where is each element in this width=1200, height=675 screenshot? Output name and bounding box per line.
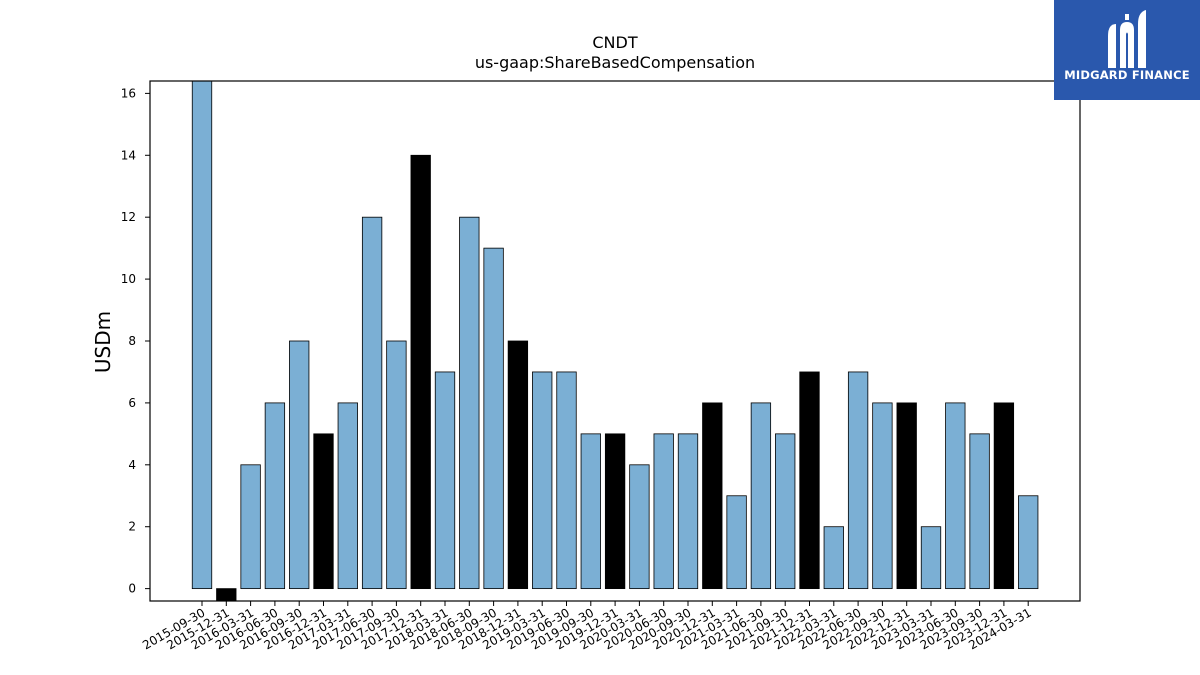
bar-2020-03-31 (629, 464, 650, 590)
y-tick-label: 8 (128, 334, 136, 348)
bar-2022-06-30 (847, 371, 869, 590)
bar-2019-06-30 (556, 371, 577, 590)
bar-2016-12-31 (313, 433, 334, 590)
y-tick-label: 10 (121, 272, 136, 286)
bars-group (191, 81, 1039, 601)
bar-2017-12-31 (410, 154, 431, 590)
y-axis-ticks: 0 2 4 6 8 10 12 14 16 (121, 86, 150, 596)
bar-2023-03-31 (920, 526, 942, 590)
bar-2020-12-31 (702, 402, 723, 590)
bar-2018-06-30 (459, 216, 480, 590)
bar-2023-09-30 (969, 433, 990, 590)
bar-2021-03-31 (726, 495, 747, 590)
brand-name: MIDGARD FINANCE (1064, 68, 1190, 82)
bar-2016-06-30 (264, 402, 286, 590)
y-tick-label: 4 (128, 458, 136, 472)
bar-2019-03-31 (532, 371, 553, 590)
chart-title: CNDT (592, 33, 637, 52)
bar-2017-09-30 (386, 340, 407, 590)
brand-logo: MIDGARD FINANCE (1054, 0, 1200, 100)
y-tick-label: 12 (121, 210, 136, 224)
plot-frame (149, 80, 1081, 602)
chart-subtitle: us-gaap:ShareBasedCompensation (475, 53, 755, 72)
bar-2021-12-31 (799, 371, 820, 590)
y-tick-label: 2 (128, 520, 136, 534)
y-axis-label: USDm (91, 311, 115, 373)
bar-2018-09-30 (483, 247, 504, 590)
bar-2017-03-31 (337, 402, 358, 590)
bar-2020-06-30 (653, 433, 674, 590)
bar-2020-09-30 (677, 433, 699, 590)
bar-2022-12-31 (896, 402, 917, 590)
bar-2016-09-30 (289, 340, 310, 590)
bar-2021-09-30 (775, 433, 796, 590)
bar-2024-03-31 (1018, 495, 1039, 590)
bar-2023-06-30 (945, 402, 966, 590)
bar-2019-12-31 (604, 433, 626, 590)
x-axis-ticks: 2015-09-302015-12-312016-03-312016-06-30… (140, 601, 1034, 652)
bar-2023-12-31 (993, 402, 1015, 590)
bar-2019-09-30 (580, 433, 601, 590)
bar-2022-09-30 (872, 402, 893, 590)
bar-2015-09-30 (191, 81, 213, 590)
bar-2015-12-31 (216, 588, 237, 601)
bar-2022-03-31 (823, 526, 844, 590)
bar-2016-03-31 (240, 464, 261, 590)
y-tick-label: 14 (121, 148, 136, 162)
bar-2018-12-31 (507, 340, 529, 590)
y-tick-label: 6 (128, 396, 136, 410)
y-tick-label: 16 (121, 86, 136, 100)
bar-2017-06-30 (361, 216, 383, 590)
y-tick-label: 0 (128, 582, 136, 596)
midgard-logo-icon (1108, 10, 1146, 68)
bar-2021-06-30 (750, 402, 772, 590)
bar-2018-03-31 (434, 371, 456, 590)
